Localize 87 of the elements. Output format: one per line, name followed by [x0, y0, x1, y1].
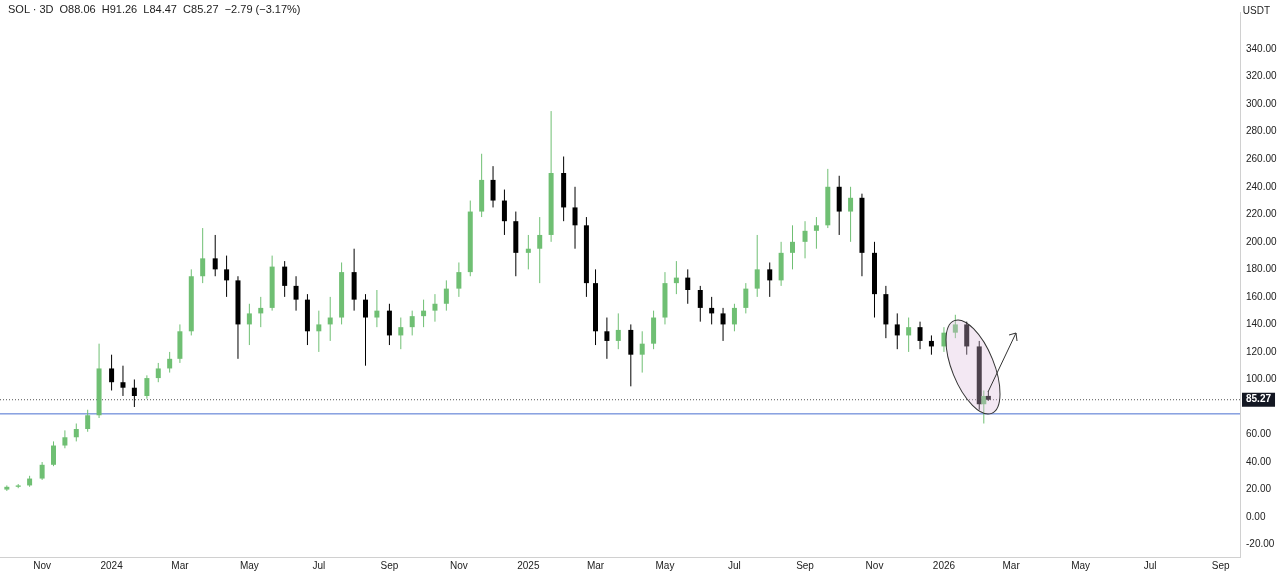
x-tick-label: 2025 [517, 559, 540, 571]
candlestick [109, 354, 115, 391]
candlestick [917, 321, 923, 350]
y-tick-label: 240.00 [1246, 180, 1278, 192]
y-tick-label: 200.00 [1246, 235, 1278, 247]
candlestick [941, 326, 947, 353]
x-tick-label: Mar [586, 559, 605, 571]
candlestick [743, 282, 749, 314]
candlestick [802, 220, 808, 259]
candlestick [767, 261, 773, 298]
y-tick-label: 140.00 [1246, 318, 1278, 330]
y-tick-label: 180.00 [1246, 263, 1278, 275]
candlestick [813, 216, 819, 250]
candlestick [906, 317, 912, 353]
x-tick-label: May [1071, 559, 1091, 571]
x-tick-label: Jul [1143, 559, 1157, 571]
candlestick [293, 275, 299, 312]
candlestick [685, 268, 691, 305]
candlestick [363, 293, 369, 367]
candlestick [731, 303, 737, 332]
candlestick [316, 310, 322, 353]
candlestick [720, 307, 726, 342]
candlestick [615, 312, 621, 350]
y-tick-label: -20.00 [1246, 538, 1275, 550]
candlestick [131, 378, 137, 408]
x-tick-label: Sep [1211, 559, 1230, 571]
x-tick-label: 2026 [932, 559, 956, 571]
x-tick-label: Nov [449, 559, 468, 571]
x-tick-label: 2024 [100, 559, 124, 571]
y-tick-label: 0.00 [1246, 510, 1266, 522]
y-tick-label: 220.00 [1246, 208, 1278, 220]
y-tick-label: 320.00 [1246, 70, 1278, 82]
candlestick [639, 330, 645, 374]
y-tick-label: 280.00 [1246, 125, 1278, 137]
candlestick [697, 285, 703, 323]
x-tick-label: May [655, 559, 675, 571]
x-tick-label: Nov [865, 559, 884, 571]
candlestick [754, 234, 760, 298]
candlestick [224, 255, 230, 298]
x-tick-label: Jul [728, 559, 741, 571]
candlestick [167, 351, 173, 374]
candlestick [155, 362, 161, 383]
x-tick-label: Sep [796, 559, 815, 571]
ref-line-label: 85.27 [1246, 393, 1272, 405]
candlestick [443, 279, 449, 312]
x-tick-label: Nov [33, 559, 52, 571]
x-tick-label: Mar [1002, 559, 1021, 571]
candlestick [374, 289, 380, 328]
candlestick [432, 293, 438, 323]
candlestick [964, 321, 970, 356]
candlestick [62, 429, 68, 449]
y-tick-label: 100.00 [1246, 373, 1278, 385]
y-tick-label: 40.00 [1246, 455, 1272, 467]
candlestick [409, 310, 415, 336]
x-tick-label: Jul [312, 559, 326, 571]
y-tick-label: 20.00 [1246, 483, 1272, 495]
chart-title: SOL · 3D O88.06 H91.26 L84.47 C85.27 −2.79 (−3.17%) [8, 3, 301, 15]
x-tick-label: Mar [171, 559, 190, 571]
y-tick-label: 260.00 [1246, 153, 1278, 165]
candlestick [212, 234, 218, 277]
candlestick [200, 227, 206, 284]
candlestick [51, 440, 57, 467]
candlestick [790, 224, 796, 270]
x-tick-label: Sep [380, 559, 399, 571]
candlestick [604, 317, 610, 360]
candlestick [398, 317, 404, 350]
y-tick-label: 300.00 [1246, 97, 1278, 109]
x-tick-label: May [239, 559, 259, 571]
candlestick [144, 374, 150, 400]
candlestick [501, 189, 507, 236]
candlestick [490, 165, 496, 208]
candlestick [894, 312, 900, 350]
candlestick [456, 261, 462, 298]
candlestick [848, 186, 854, 243]
y-tick-label: 120.00 [1246, 345, 1278, 357]
candlestick [952, 314, 958, 339]
y-axis-title: USDT [1242, 5, 1270, 16]
y-tick-label: 340.00 [1246, 42, 1278, 54]
candlestick [85, 409, 91, 433]
candlestick [120, 365, 126, 397]
y-tick-label: 60.00 [1246, 428, 1272, 440]
candlestick [537, 216, 543, 284]
candlestick [525, 234, 531, 270]
candlestick [282, 260, 288, 298]
candlestick [572, 186, 578, 250]
candlestick [246, 303, 252, 346]
y-tick-label: 160.00 [1246, 290, 1278, 302]
